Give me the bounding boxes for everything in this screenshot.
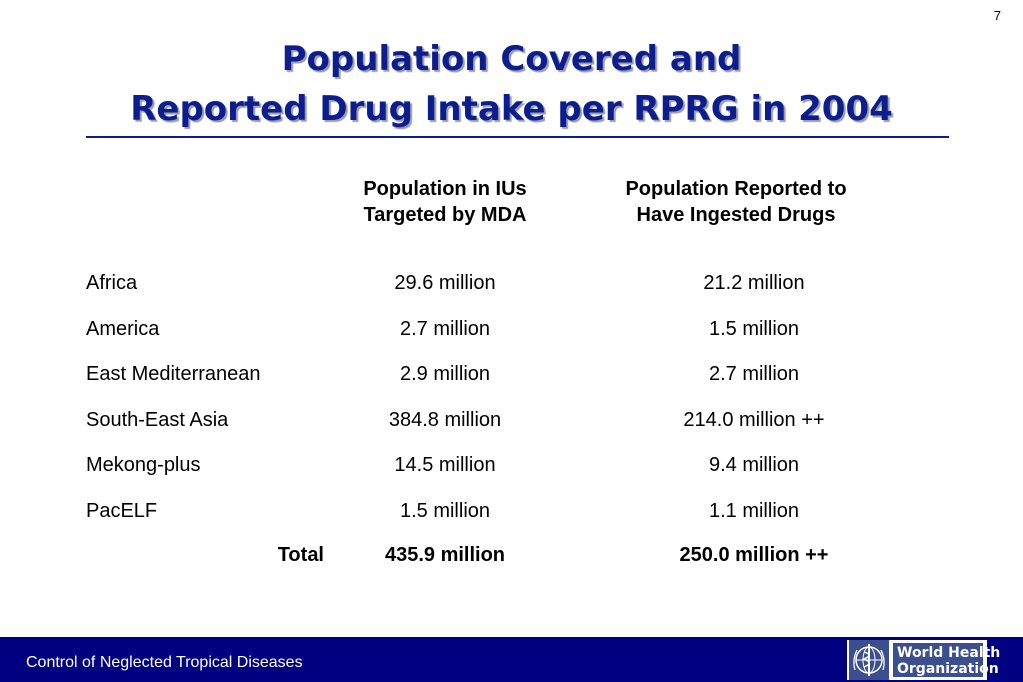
- who-wordmark: World Health Organization: [893, 643, 1001, 677]
- column-header-ingested: Population Reported to Have Ingested Dru…: [590, 176, 882, 228]
- ingested-cell: 1.5 million: [708, 317, 800, 340]
- total-targeted: 435.9 million: [384, 544, 506, 566]
- region-cell: Africa: [86, 272, 138, 294]
- targeted-cell: 1.5 million: [399, 499, 491, 522]
- title-line-2: Reported Drug Intake per RPRG in 2004: [130, 89, 893, 129]
- footer-bar: Control of Neglected Tropical Diseases W…: [0, 637, 1023, 682]
- ingested-cell: 21.2 million: [703, 272, 805, 294]
- footer-text: Control of Neglected Tropical Diseases: [26, 654, 303, 671]
- table-row: PacELF 1.5 million 1.1 million: [0, 490, 1023, 536]
- who-emblem-icon: [849, 640, 889, 680]
- region-cell: South-East Asia: [86, 408, 229, 431]
- ingested-cell: 1.1 million: [708, 499, 800, 522]
- total-row: Total 435.9 million 250.0 million ++: [0, 538, 1023, 574]
- who-wordmark-line2: Organization: [897, 661, 999, 677]
- region-cell: PacELF: [86, 499, 158, 522]
- table-row: South-East Asia 384.8 million 214.0 mill…: [0, 399, 1023, 445]
- region-cell: America: [86, 317, 160, 340]
- ingested-cell: 214.0 million ++: [683, 408, 825, 431]
- table-row: Mekong-plus 14.5 million 9.4 million: [0, 444, 1023, 490]
- table-row: East Mediterranean 2.9 million 2.7 milli…: [0, 353, 1023, 399]
- table-row: Africa 29.6 million 21.2 million: [0, 262, 1023, 308]
- targeted-cell: 2.9 million: [399, 363, 491, 385]
- table-row: America 2.7 million 1.5 million: [0, 308, 1023, 354]
- column-header-ingested-line1: Population Reported to: [625, 178, 847, 200]
- title-line-1: Population Covered and: [281, 39, 742, 79]
- column-header-targeted-line2: Targeted by MDA: [363, 204, 527, 226]
- title-divider: [86, 136, 949, 138]
- total-ingested: 250.0 million ++: [679, 544, 829, 566]
- targeted-cell: 14.5 million: [394, 454, 496, 476]
- data-table: Africa 29.6 million 21.2 million America…: [0, 262, 1023, 535]
- column-header-targeted: Population in IUs Targeted by MDA: [330, 176, 560, 228]
- total-label: Total: [277, 544, 324, 566]
- targeted-cell: 29.6 million: [394, 272, 496, 294]
- ingested-cell: 2.7 million: [708, 363, 800, 385]
- targeted-cell: 384.8 million: [388, 408, 502, 431]
- region-cell: East Mediterranean: [86, 363, 261, 385]
- who-wordmark-line1: World Health: [897, 645, 1001, 661]
- column-header-targeted-line1: Population in IUs: [363, 178, 527, 200]
- ingested-cell: 9.4 million: [708, 454, 800, 476]
- region-cell: Mekong-plus: [86, 454, 201, 476]
- who-logo: World Health Organization: [847, 640, 1001, 680]
- column-header-ingested-line2: Have Ingested Drugs: [636, 204, 836, 226]
- slide-title: Population Covered and Reported Drug Int…: [0, 34, 1023, 134]
- page-number: 7: [993, 8, 1001, 23]
- targeted-cell: 2.7 million: [399, 317, 491, 340]
